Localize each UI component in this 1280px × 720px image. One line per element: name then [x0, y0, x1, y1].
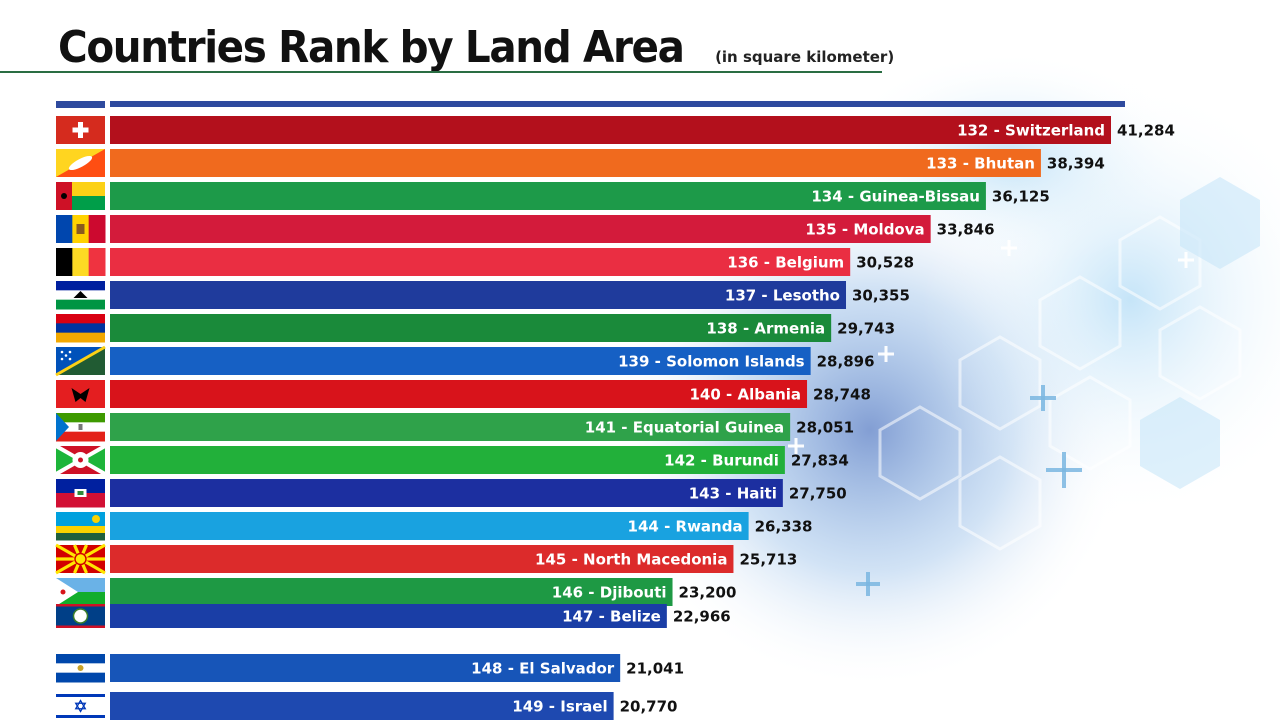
- bar-rwanda: [110, 512, 749, 540]
- bar-israel: [110, 692, 614, 720]
- bar-label-guinea-bissau: 134 - Guinea-Bissau: [811, 188, 980, 206]
- bar-lesotho: [110, 281, 847, 309]
- value-label-burundi: 27,834: [791, 452, 849, 470]
- bar-label-moldova: 135 - Moldova: [805, 221, 924, 239]
- bar-row-belgium: 136 - Belgium 30,528: [56, 248, 914, 276]
- bar-row-el-salvador: 148 - El Salvador 21,041: [56, 654, 684, 683]
- bar-row-moldova: 135 - Moldova 33,846: [56, 215, 995, 243]
- bar-row-belize: 147 - Belize 22,966: [56, 604, 731, 628]
- bar-armenia: [110, 314, 832, 342]
- flag-israel-icon: [56, 692, 105, 720]
- partial-flag-top: [56, 101, 105, 108]
- bar-solomon-islands: [110, 347, 811, 375]
- chart-title: Countries Rank by Land Area: [58, 22, 685, 73]
- bar-label-albania: 140 - Albania: [689, 386, 801, 404]
- value-label-haiti: 27,750: [789, 485, 847, 503]
- bar-label-north-macedonia: 145 - North Macedonia: [535, 551, 727, 569]
- value-label-bhutan: 38,394: [1047, 155, 1105, 173]
- flag-burundi-icon: [55, 444, 106, 476]
- flag-guinea-bissau-icon: [56, 182, 105, 210]
- value-label-israel: 20,770: [620, 698, 678, 716]
- flag-rwanda-icon: [56, 512, 105, 541]
- bar-label-belize: 147 - Belize: [562, 608, 661, 626]
- flag-haiti-icon: [56, 479, 105, 508]
- flag-belgium-icon: [56, 248, 106, 276]
- bar-row-bhutan: 133 - Bhutan 38,394: [56, 149, 1105, 177]
- bar-label-rwanda: 144 - Rwanda: [628, 518, 743, 536]
- bar-row-djibouti: 146 - Djibouti 23,200: [56, 578, 736, 607]
- bar-belize: [110, 604, 667, 628]
- flag-bhutan-icon: [56, 149, 105, 177]
- bar-belgium: [110, 248, 851, 276]
- bar-label-haiti: 143 - Haiti: [689, 485, 777, 503]
- bar-djibouti: [110, 578, 673, 606]
- chart-header: Countries Rank by Land Area (in square k…: [58, 22, 894, 73]
- flag-solomon-islands-icon: [55, 345, 106, 377]
- bar-el-salvador: [110, 654, 621, 682]
- bar-label-lesotho: 137 - Lesotho: [725, 287, 840, 305]
- bar-label-israel: 149 - Israel: [512, 698, 607, 716]
- value-label-solomon-islands: 28,896: [817, 353, 875, 371]
- bar-moldova: [110, 215, 931, 243]
- bar-row-guinea-bissau: 134 - Guinea-Bissau 36,125: [56, 182, 1050, 210]
- bar-row-rwanda: 144 - Rwanda 26,338: [56, 512, 812, 541]
- value-label-belgium: 30,528: [856, 254, 914, 272]
- bar-label-solomon-islands: 139 - Solomon Islands: [618, 353, 805, 371]
- flag-north-macedonia-icon: [55, 543, 106, 575]
- title-underline: [0, 71, 882, 73]
- bar-row-equatorial-guinea: 141 - Equatorial Guinea 28,051: [56, 413, 854, 442]
- value-label-armenia: 29,743: [837, 320, 895, 338]
- partial-bar-top: [110, 101, 1125, 107]
- flag-lesotho-icon: [56, 281, 105, 310]
- bar-row-burundi: 142 - Burundi 27,834: [55, 444, 849, 476]
- value-label-el-salvador: 21,041: [626, 660, 684, 678]
- value-label-lesotho: 30,355: [852, 287, 910, 305]
- value-label-djibouti: 23,200: [679, 584, 737, 602]
- bar-guinea-bissau: [110, 182, 986, 210]
- value-label-guinea-bissau: 36,125: [992, 188, 1050, 206]
- bar-row-albania: 140 - Albania 28,748: [56, 380, 871, 408]
- bar-albania: [110, 380, 808, 408]
- bar-haiti: [110, 479, 783, 507]
- bar-label-el-salvador: 148 - El Salvador: [471, 660, 615, 678]
- bar-row-switzerland: 132 - Switzerland 41,284: [56, 116, 1175, 144]
- value-label-switzerland: 41,284: [1117, 122, 1175, 140]
- bar-label-switzerland: 132 - Switzerland: [957, 122, 1105, 140]
- bar-label-belgium: 136 - Belgium: [727, 254, 844, 272]
- flag-belize-icon: [56, 604, 105, 628]
- bar-burundi: [110, 446, 785, 474]
- bar-equatorial-guinea: [110, 413, 791, 441]
- value-label-belize: 22,966: [673, 608, 731, 626]
- bar-label-equatorial-guinea: 141 - Equatorial Guinea: [585, 419, 784, 437]
- flag-equatorial-guinea-icon: [56, 413, 105, 442]
- bar-bhutan: [110, 149, 1041, 177]
- bar-row-israel: 149 - Israel 20,770: [56, 692, 677, 720]
- value-label-north-macedonia: 25,713: [739, 551, 797, 569]
- flag-el-salvador-icon: [56, 654, 105, 683]
- bar-switzerland: [110, 116, 1111, 144]
- bar-row-solomon-islands: 139 - Solomon Islands 28,896: [55, 345, 875, 377]
- bars-layer: 132 - Switzerland 41,284 133 - Bhutan 38,39…: [55, 116, 1175, 720]
- bar-label-bhutan: 133 - Bhutan: [926, 155, 1035, 173]
- bar-label-burundi: 142 - Burundi: [664, 452, 779, 470]
- bar-label-armenia: 138 - Armenia: [706, 320, 825, 338]
- bar-north-macedonia: [110, 545, 734, 573]
- value-label-rwanda: 26,338: [755, 518, 813, 536]
- flag-armenia-icon: [56, 314, 105, 343]
- chart-subtitle: (in square kilometer): [715, 48, 895, 66]
- value-label-moldova: 33,846: [937, 221, 995, 239]
- bar-row-north-macedonia: 145 - North Macedonia 25,713: [55, 543, 797, 575]
- bar-row-lesotho: 137 - Lesotho 30,355: [56, 281, 910, 310]
- flag-switzerland-icon: [56, 116, 105, 144]
- flag-djibouti-icon: [56, 578, 105, 607]
- flag-albania-icon: [56, 380, 105, 408]
- flag-moldova-icon: [56, 215, 106, 243]
- bar-row-armenia: 138 - Armenia 29,743: [56, 314, 895, 343]
- value-label-equatorial-guinea: 28,051: [796, 419, 854, 437]
- value-label-albania: 28,748: [813, 386, 871, 404]
- bar-row-haiti: 143 - Haiti 27,750: [56, 479, 847, 508]
- bar-label-djibouti: 146 - Djibouti: [552, 584, 667, 602]
